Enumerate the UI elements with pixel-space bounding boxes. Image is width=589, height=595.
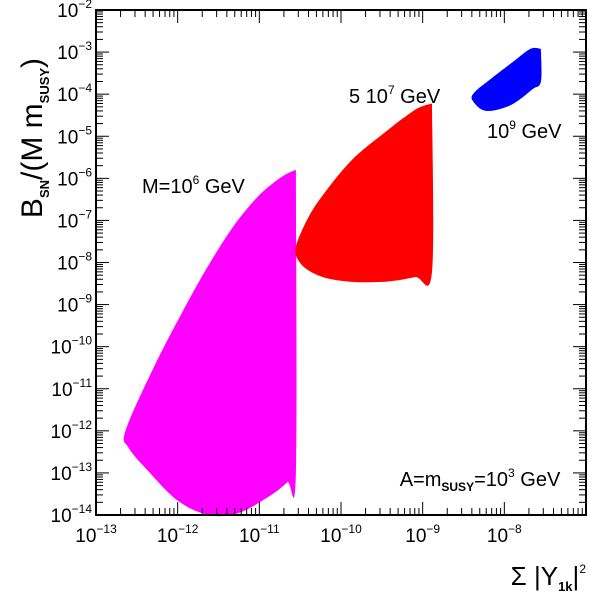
x-tick-label: 10−13 [75, 522, 117, 547]
x-tick-label: 10−12 [157, 522, 199, 547]
region-label-blue: 109 GeV [487, 118, 562, 143]
y-tick-label: 10−7 [57, 207, 92, 232]
y-tick-label: 10−5 [57, 123, 92, 148]
y-tick-label: 10−13 [51, 460, 93, 485]
ticks-layer [95, 10, 586, 516]
x-tick-label: 10−9 [405, 522, 440, 547]
y-tick-label: 10−9 [57, 292, 92, 317]
y-tick-label: 10−3 [57, 39, 92, 64]
y-tick-label: 10−11 [51, 376, 92, 401]
y-tick-label: 10−4 [57, 81, 92, 106]
y-tick-label: 10−10 [51, 334, 93, 359]
y-tick-label: 10−6 [57, 165, 92, 190]
x-axis-label: Σ |Y1k|2 [511, 561, 587, 594]
y-tick-label: 10−14 [51, 502, 93, 527]
region-m-1e9 [471, 47, 542, 112]
region-label-red: 5 107 GeV [349, 83, 441, 108]
x-tick-label: 10−8 [487, 522, 522, 547]
y-tick-label: 10−8 [57, 250, 92, 275]
y-tick-label: 10−2 [57, 0, 92, 22]
x-tick-label: 10−11 [239, 522, 280, 547]
y-tick-label: 10−12 [51, 418, 93, 443]
region-m-1e6 [123, 169, 297, 517]
regions-layer [123, 47, 542, 517]
region-m-5e7 [295, 103, 434, 286]
region-label-magenta: M=106 GeV [142, 173, 246, 198]
x-tick-label: 10−10 [320, 522, 362, 547]
tick-labels: 10−13 10−12 10−11 10−10 10−9 10−810−1410−1310… [51, 0, 523, 547]
y-axis-label: BSN/(M mSUSY) [16, 58, 52, 218]
annotation-a-msusy: A=mSUSY=103 GeV [400, 466, 561, 494]
